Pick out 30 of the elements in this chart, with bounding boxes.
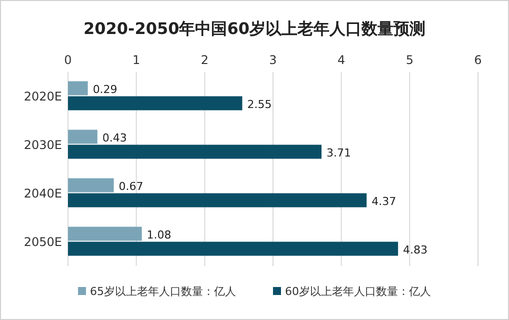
y-tick-label: 2030E	[24, 138, 62, 152]
bar	[68, 96, 242, 110]
data-label: 0.43	[102, 131, 127, 144]
chart-title: 2020-2050年中国60岁以上老年人口数量预测	[84, 19, 426, 38]
data-label: 4.37	[372, 194, 396, 208]
data-label: 1.08	[146, 228, 172, 242]
bar	[68, 193, 367, 208]
legend-label: 60岁以上老年人口数量：亿人	[285, 285, 431, 298]
y-tick-label: 2020E	[24, 89, 62, 104]
bar	[68, 178, 114, 192]
x-tick-label: 6	[474, 53, 482, 67]
bar	[68, 242, 398, 256]
x-tick-label: 2	[200, 53, 208, 67]
y-tick-label: 2050E	[24, 234, 62, 249]
data-label: 4.83	[403, 243, 428, 256]
data-label: 2.55	[247, 98, 272, 111]
data-label: 0.67	[118, 180, 144, 193]
x-tick-label: 3	[269, 53, 277, 67]
x-tick-label: 5	[406, 53, 414, 67]
bar	[68, 144, 322, 159]
bar	[68, 226, 142, 241]
data-label: 0.29	[92, 82, 118, 96]
data-label: 3.71	[326, 146, 352, 160]
x-tick-label: 0	[64, 53, 72, 67]
bar	[68, 130, 98, 144]
x-tick-label: 4	[338, 53, 346, 67]
bar	[68, 81, 88, 96]
y-tick-label: 2040E	[24, 186, 62, 200]
legend-label: 65岁以上老年人口数量：亿人	[90, 285, 236, 298]
x-tick-label: 1	[132, 53, 140, 67]
